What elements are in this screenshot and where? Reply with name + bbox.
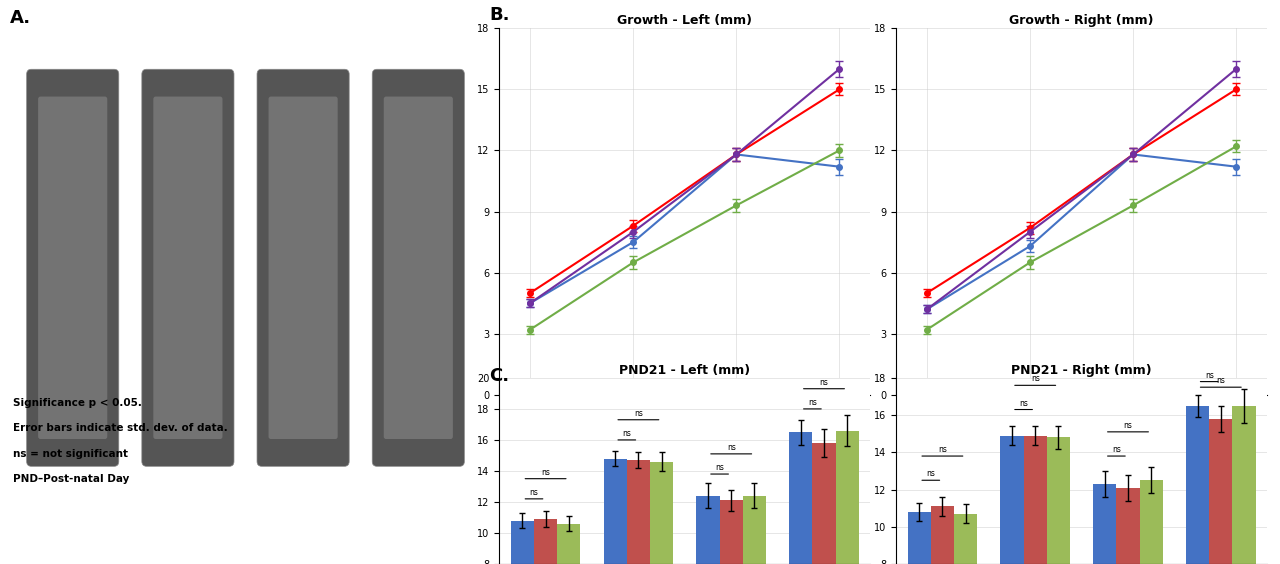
Text: ns: ns <box>716 464 724 473</box>
Text: ns: ns <box>622 429 631 438</box>
Text: ns: ns <box>541 468 550 477</box>
Bar <box>1139 480 1162 564</box>
Bar <box>719 500 742 564</box>
Text: 21d: 21d <box>404 54 431 67</box>
Text: 0d: 0d <box>64 54 82 67</box>
FancyBboxPatch shape <box>38 96 108 439</box>
Text: ns: ns <box>1112 445 1121 454</box>
Bar <box>1187 406 1210 564</box>
Bar <box>813 443 836 564</box>
Text: ns: ns <box>1204 371 1213 380</box>
Bar <box>790 432 813 564</box>
Text: C.: C. <box>489 367 509 385</box>
Text: ns: ns <box>927 469 936 478</box>
Legend: Humerus, Radius, Femur, Tibia: Humerus, Radius, Femur, Tibia <box>965 455 1198 471</box>
Bar <box>1024 435 1047 564</box>
Bar <box>696 496 719 564</box>
Text: ns: ns <box>938 445 947 454</box>
FancyBboxPatch shape <box>142 69 234 466</box>
FancyBboxPatch shape <box>154 96 223 439</box>
FancyBboxPatch shape <box>269 96 338 439</box>
Text: ns: ns <box>530 488 539 497</box>
Text: 14d: 14d <box>289 54 316 67</box>
Bar <box>1001 435 1024 564</box>
Bar <box>511 521 534 564</box>
Bar <box>742 496 765 564</box>
Text: Significance p < 0.05.: Significance p < 0.05. <box>13 398 142 408</box>
Text: 7 d: 7 d <box>177 54 198 67</box>
Text: ns = not significant: ns = not significant <box>13 449 128 459</box>
Bar <box>1047 438 1070 564</box>
Text: Error bars indicate std. dev. of data.: Error bars indicate std. dev. of data. <box>13 424 228 434</box>
Title: Growth - Left (mm): Growth - Left (mm) <box>617 14 753 27</box>
Bar <box>954 514 977 564</box>
FancyBboxPatch shape <box>384 96 453 439</box>
Text: ns: ns <box>808 398 817 407</box>
Text: ns: ns <box>1216 376 1225 385</box>
Bar <box>557 523 580 564</box>
Bar <box>1210 419 1233 564</box>
Bar <box>836 431 859 564</box>
Bar <box>650 461 673 564</box>
Text: PND–Post-natal Day: PND–Post-natal Day <box>13 474 129 484</box>
FancyBboxPatch shape <box>27 69 119 466</box>
Bar <box>1116 488 1139 564</box>
Text: ns: ns <box>634 409 643 418</box>
Text: ns: ns <box>727 443 736 452</box>
FancyBboxPatch shape <box>372 69 465 466</box>
Text: ns: ns <box>1030 374 1039 384</box>
Legend: Humerus, Radius, Femur, Tibia: Humerus, Radius, Femur, Tibia <box>568 455 801 471</box>
Title: PND21 - Left (mm): PND21 - Left (mm) <box>620 364 750 377</box>
Bar <box>931 506 954 564</box>
Bar <box>908 512 931 564</box>
Text: ns: ns <box>1124 421 1133 430</box>
Bar <box>1093 484 1116 564</box>
Text: ns: ns <box>1019 399 1028 408</box>
Bar <box>627 460 650 564</box>
Text: A.: A. <box>10 8 31 27</box>
Text: ns: ns <box>819 378 828 387</box>
Bar <box>534 519 557 564</box>
FancyBboxPatch shape <box>257 69 349 466</box>
Bar <box>604 459 627 564</box>
Title: PND21 - Right (mm): PND21 - Right (mm) <box>1011 364 1152 377</box>
Bar <box>1233 406 1256 564</box>
Text: B.: B. <box>489 6 509 24</box>
Title: Growth - Right (mm): Growth - Right (mm) <box>1010 14 1153 27</box>
